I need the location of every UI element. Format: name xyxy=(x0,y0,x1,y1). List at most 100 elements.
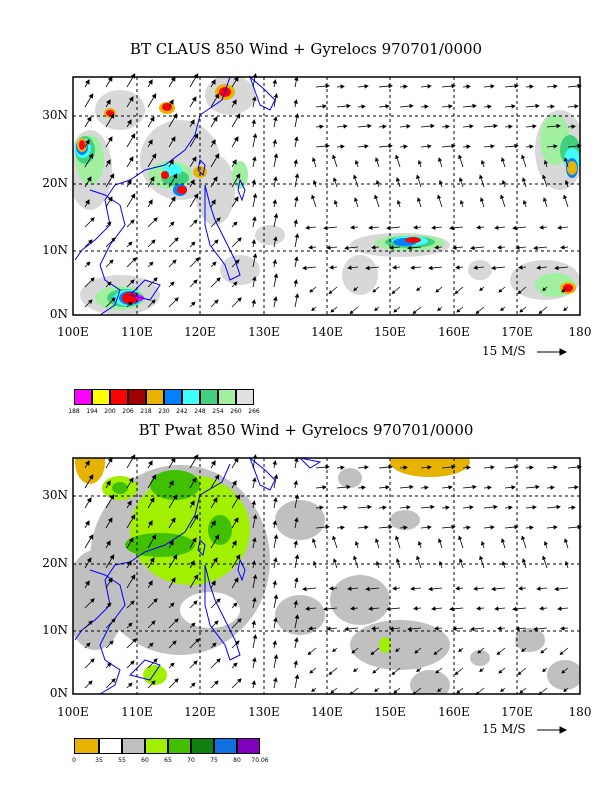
panel2-wind-arrowhead xyxy=(498,669,503,674)
panel2-colorbar-swatch xyxy=(191,738,214,754)
panel2-wind-arrowhead xyxy=(106,540,111,546)
panel2-wind-arrowhead xyxy=(496,651,501,656)
panel1-wind-arrowhead xyxy=(272,79,277,84)
panel1-wind-arrowhead xyxy=(294,173,300,178)
panel2-colorbar-swatch xyxy=(168,738,191,754)
panel2-wind-arrowhead xyxy=(169,602,175,608)
panel2-wind-arrowhead xyxy=(391,671,396,676)
panel2-wind-arrowhead xyxy=(353,668,358,673)
panel2-wind-arrowhead xyxy=(294,457,299,462)
panel2-wind-arrowhead xyxy=(109,494,115,500)
panel1-wind-arrowhead xyxy=(151,299,156,304)
panel1-wind-arrowhead xyxy=(553,144,558,149)
panel1-wind-arrowhead xyxy=(212,176,218,182)
panel2-wind-arrowhead xyxy=(85,642,91,648)
panel1-wind-arrowhead xyxy=(107,76,113,82)
panel2-wind-arrowhead xyxy=(151,534,157,540)
panel1-wind-arrowhead xyxy=(111,237,116,242)
panel2-wind-arrowhead xyxy=(559,651,564,656)
panel2-wind-arrowhead xyxy=(556,504,561,510)
panel2-wind-arrowhead xyxy=(233,517,239,523)
panel1-wind-arrowhead xyxy=(454,290,459,295)
panel2-wind-arrowhead xyxy=(522,558,527,563)
panel1-wind-arrowhead xyxy=(214,93,220,99)
panel2-wind-arrowhead xyxy=(459,558,464,563)
panel1-wind-arrowhead xyxy=(169,221,175,227)
panel1-wind-arrowhead xyxy=(353,287,358,292)
panel2-wind-arrowhead xyxy=(153,598,158,603)
panel2-wind-arrowhead xyxy=(543,540,548,546)
panel2-wind-arrowhead xyxy=(193,514,199,520)
panel1-wind-arrowhead xyxy=(438,157,443,162)
panel1-wind-arrowhead xyxy=(293,99,298,104)
panel2-wind-arrowhead xyxy=(353,555,358,561)
panel1-wind-arrowhead xyxy=(332,154,337,160)
panel2-xtick: 180 xyxy=(568,705,592,719)
panel2-wind-arrowhead xyxy=(273,497,278,502)
panel1-wind-arrowhead xyxy=(252,156,257,161)
panel2-xtick: 130E xyxy=(248,705,280,719)
panel1-wind-arrowhead xyxy=(491,265,496,271)
panel2-wind-arrowhead xyxy=(368,606,373,611)
panel1-wind-arrowhead xyxy=(542,174,547,180)
panel2-wind-arrowhead xyxy=(88,474,94,480)
panel2-wind-arrowhead xyxy=(252,597,257,602)
panel2-wind-arrowhead xyxy=(273,474,279,479)
panel2-wind-arrowhead xyxy=(466,465,471,470)
panel1-wind-arrowhead xyxy=(493,123,498,129)
panel1-wind-arrowhead xyxy=(452,245,457,250)
panel2-wind-arrowhead xyxy=(374,688,379,693)
panel1-colorbar-swatch xyxy=(74,389,92,405)
panel1-wind-arrowhead xyxy=(273,296,278,301)
panel2-wind-arrowhead xyxy=(86,557,92,563)
panel1-wind-arrowhead xyxy=(475,310,480,315)
panel2-wind-arrowhead xyxy=(235,640,240,645)
panel1-wind-arrowhead xyxy=(149,116,155,122)
panel1-wind-arrowhead xyxy=(85,199,90,205)
panel1-wind-arrowhead xyxy=(364,144,369,149)
panel2-wind-arrowhead xyxy=(235,554,241,560)
panel1-colorbar-swatch xyxy=(128,389,146,405)
panel1-wind-arrowhead xyxy=(190,301,196,307)
panel1-wind-arrowhead xyxy=(522,199,527,205)
panel1-wind-arrowhead xyxy=(514,143,519,149)
panel1-wind-arrowhead xyxy=(395,154,400,160)
panel1-wind-arrowhead xyxy=(216,277,221,282)
panel1-wind-arrowhead xyxy=(252,133,258,138)
panel2-wind-arrowhead xyxy=(529,525,534,530)
panel2-wind-arrowhead xyxy=(395,535,400,541)
panel2-wind-arrowhead xyxy=(407,626,412,632)
panel2-wind-arrowhead xyxy=(151,474,157,480)
panel1-wind-arrowhead xyxy=(294,196,299,201)
panel2-wind-arrowhead xyxy=(273,557,278,562)
panel2-wind-arrowhead xyxy=(469,505,474,510)
panel2-wind-arrowhead xyxy=(309,669,314,674)
panel1-wind-arrowhead xyxy=(498,288,503,293)
panel2-wind-arrowhead xyxy=(437,688,442,693)
panel2-wind-arrowhead xyxy=(170,517,176,523)
panel1-wind-arrowhead xyxy=(561,288,566,293)
panel2-wind-arrowhead xyxy=(371,626,376,631)
panel1-wind-arrowhead xyxy=(459,177,464,182)
panel2-wind-arrowhead xyxy=(430,504,435,510)
panel2-wind-arrowhead xyxy=(312,560,317,566)
panel2-colorbar-label: 35 xyxy=(95,757,103,764)
panel2-wind-arrowhead xyxy=(169,662,175,668)
panel1-wind-arrowhead xyxy=(438,179,443,185)
panel2-wind-arrowhead xyxy=(272,520,277,525)
panel2-wind-arrowhead xyxy=(494,606,499,611)
panel1-wind-arrowhead xyxy=(519,308,524,313)
panel2-wind-arrowhead xyxy=(517,671,522,676)
panel2-wind-arrowhead xyxy=(252,537,257,542)
panel2-wind-arrowhead xyxy=(305,606,310,611)
panel1-wind-arrowhead xyxy=(550,104,555,109)
panel2-wind-arrowhead xyxy=(451,464,456,470)
panel1-wind-arrowhead xyxy=(293,159,298,164)
panel1-wind-arrowhead xyxy=(148,199,153,205)
panel1-wind-arrowhead xyxy=(536,265,541,270)
panel1-wind-arrowhead xyxy=(311,307,316,312)
panel2-wind-arrowhead xyxy=(521,648,526,653)
panel2-wind-arrowhead xyxy=(351,649,356,654)
panel2-wind-arrowhead xyxy=(574,485,579,490)
panel2-wind-arrowhead xyxy=(214,620,219,625)
